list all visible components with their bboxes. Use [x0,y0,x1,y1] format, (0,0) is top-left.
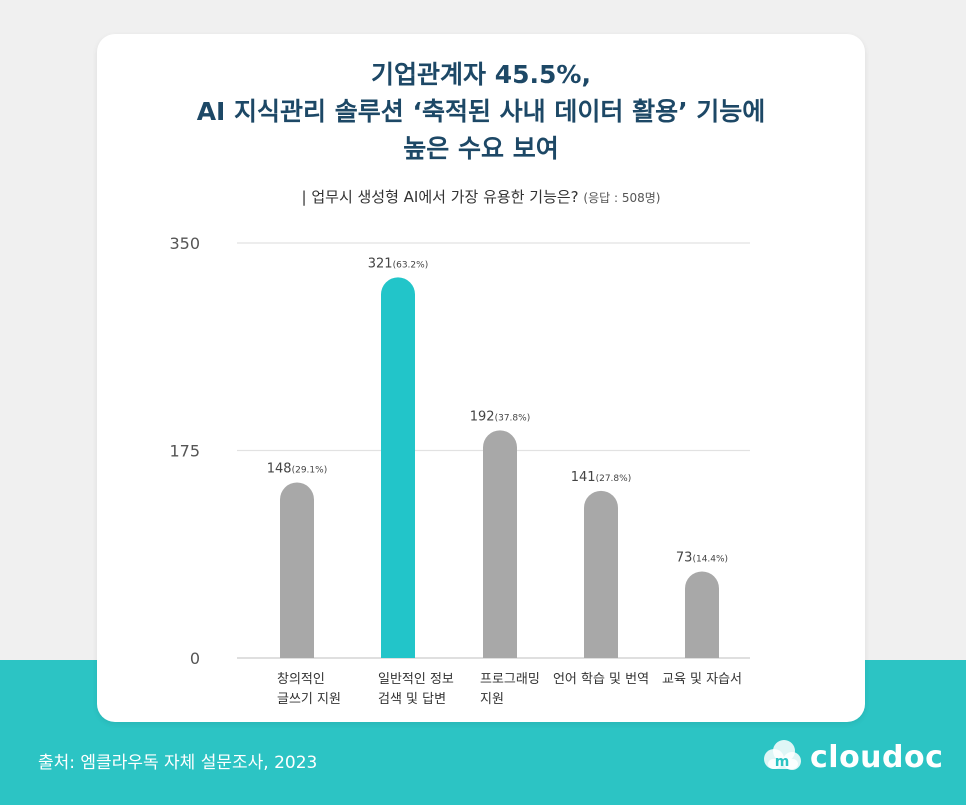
bar-2 [483,430,517,658]
data-label-1: 321(63.2%) [368,256,428,271]
x-tick-label-0-0: 창의적인 [277,672,325,687]
y-tick-label-350: 350 [169,234,200,253]
logo-text: cloudoc [810,739,944,775]
response-count: (응답 : 508명) [583,191,661,205]
x-tick-label-1-1: 검색 및 답변 [378,692,446,707]
chart-subtitle: | 업무시 생성형 AI에서 가장 유용한 기능은? (응답 : 508명) [97,186,865,207]
bar-0 [280,482,314,658]
data-label-4: 73(14.4%) [676,550,728,565]
data-label-3: 141(27.8%) [571,470,631,485]
chart-title: 기업관계자 45.5%, AI 지식관리 솔루션 ‘축적된 사내 데이터 활용’… [97,56,865,167]
x-tick-label-3-0: 언어 학습 및 번역 [553,672,649,687]
title-line-1: 기업관계자 45.5%, [371,60,591,89]
bar-3 [584,490,618,658]
x-tick-label-1-0: 일반적인 정보 [378,672,454,687]
brand-logo: m cloudoc [760,735,943,779]
y-tick-label-175: 175 [169,442,200,461]
data-label-0: 148(29.1%) [267,462,327,477]
title-line-2: AI 지식관리 솔루션 ‘축적된 사내 데이터 활용’ 기능에 [196,97,766,126]
x-tick-label-4-0: 교육 및 자습서 [662,672,742,687]
bar-4 [685,571,719,658]
x-tick-label-2-1: 지원 [480,692,504,707]
survey-question: | 업무시 생성형 AI에서 가장 유용한 기능은? [301,188,579,206]
x-tick-label-2-0: 프로그래밍 [480,672,540,687]
bar-1 [381,277,415,658]
title-line-3: 높은 수요 보여 [403,134,559,163]
cloud-logo-icon: m [764,740,801,770]
source-note: 출처: 엠클라우독 자체 설문조사, 2023 [38,753,318,773]
svg-text:m: m [775,754,790,770]
x-tick-label-0-1: 글쓰기 지원 [277,692,341,707]
y-tick-label-0: 0 [190,649,200,668]
chart-card: 기업관계자 45.5%, AI 지식관리 솔루션 ‘축적된 사내 데이터 활용’… [97,34,865,722]
data-label-2: 192(37.8%) [470,409,530,424]
